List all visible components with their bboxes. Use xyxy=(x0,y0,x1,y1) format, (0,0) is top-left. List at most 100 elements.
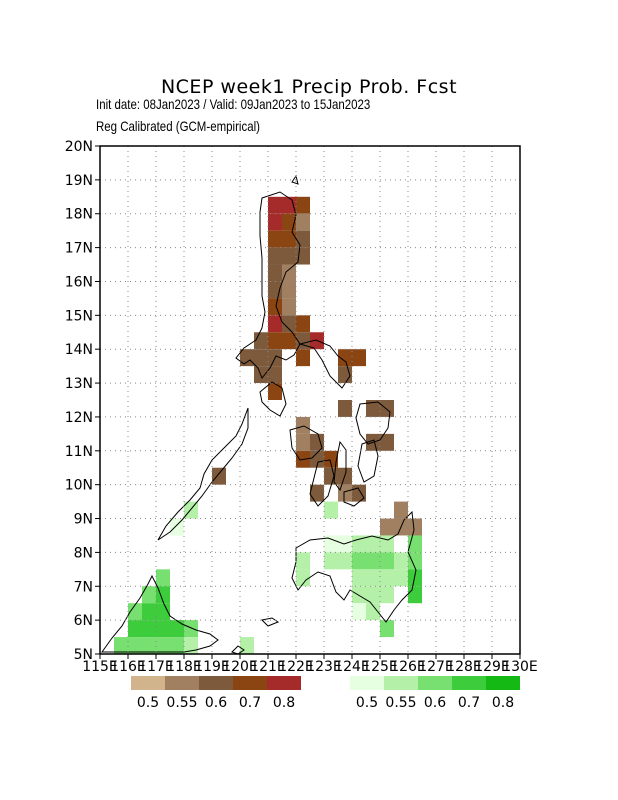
probability-cell xyxy=(338,552,352,570)
lon-tick-label: 115E xyxy=(82,659,118,675)
probability-cell xyxy=(282,315,296,333)
legend-label: 0.7 xyxy=(458,695,480,711)
coastline-mindanao xyxy=(291,510,417,623)
lon-tick-label: 118E xyxy=(166,659,202,675)
grid-lines xyxy=(100,146,520,654)
axis-ticks xyxy=(95,145,521,659)
lat-tick-label: 20N xyxy=(65,139,93,155)
probability-cell xyxy=(142,586,156,604)
legend-swatch xyxy=(452,676,486,690)
coastline-cebu xyxy=(333,440,347,492)
probability-cell xyxy=(142,637,156,654)
legend-swatch xyxy=(350,676,384,690)
legend-label: 0.6 xyxy=(205,695,227,711)
probability-cell xyxy=(324,552,338,570)
lat-tick-label: 8N xyxy=(74,545,93,561)
probability-cell xyxy=(282,213,296,231)
probability-cell xyxy=(156,569,170,587)
lat-tick-label: 10N xyxy=(65,478,93,494)
probability-cell xyxy=(380,518,394,536)
probability-cell xyxy=(394,552,408,570)
probability-cell xyxy=(282,230,296,248)
lon-tick-label: 121E xyxy=(250,659,286,675)
coastline-negros xyxy=(309,459,335,507)
legend-swatch xyxy=(131,676,165,690)
probability-cell xyxy=(282,281,296,299)
probability-cell xyxy=(156,620,170,638)
probability-cell xyxy=(296,315,310,333)
legend-swatch xyxy=(267,676,301,690)
lon-tick-label: 128E xyxy=(446,659,482,675)
legend-label: 0.8 xyxy=(273,695,295,711)
probability-cell xyxy=(324,535,338,553)
probability-cell xyxy=(310,484,324,502)
probability-cell xyxy=(366,586,380,604)
probability-cell xyxy=(170,637,184,654)
probability-cell xyxy=(338,349,352,367)
probability-cell xyxy=(296,230,310,248)
probability-cell xyxy=(268,315,282,333)
lat-tick-label: 9N xyxy=(74,512,93,528)
coastline-mindoro xyxy=(259,381,287,417)
lon-tick-label: 123E xyxy=(306,659,342,675)
probability-cell xyxy=(268,264,282,282)
coastline-samar xyxy=(355,401,391,445)
map-title: NCEP week1 Precip Prob. Fcst xyxy=(160,76,458,98)
lat-tick-label: 18N xyxy=(65,207,93,223)
lon-tick-label: 127E xyxy=(418,659,454,675)
probability-cell xyxy=(324,467,338,485)
probability-cell xyxy=(128,620,142,638)
probability-cell xyxy=(310,433,324,451)
longitude-labels: 115E116E117E118E119E120E121E122E123E124E… xyxy=(82,659,538,675)
subtitle-method: Reg Calibrated (GCM-empirical) xyxy=(96,118,260,134)
lat-tick-label: 13N xyxy=(65,376,93,392)
probability-cell xyxy=(268,366,282,384)
probability-cell xyxy=(352,603,366,621)
coastline-panay xyxy=(289,425,323,461)
probability-cell xyxy=(408,586,422,604)
probability-cell xyxy=(380,433,394,451)
coastline-bohol xyxy=(343,487,365,507)
probability-cell xyxy=(184,620,198,638)
lat-tick-label: 7N xyxy=(74,579,93,595)
probability-cell xyxy=(296,433,310,451)
probability-cell xyxy=(380,586,394,604)
probability-cell xyxy=(324,450,338,468)
probability-cell xyxy=(366,535,380,553)
probability-cell xyxy=(380,552,394,570)
coastlines xyxy=(101,174,417,655)
lon-tick-label: 129E xyxy=(474,659,510,675)
legend-swatch xyxy=(165,676,199,690)
probability-cell xyxy=(380,569,394,587)
probability-cell xyxy=(114,637,128,654)
legend-dry: 0.5 0.55 0.6 0.7 0.8 xyxy=(131,676,301,711)
lat-tick-label: 6N xyxy=(74,613,93,629)
probability-cell xyxy=(310,450,324,468)
lat-tick-label: 15N xyxy=(65,308,93,324)
subtitle-dates: Init date: 08Jan2023 / Valid: 09Jan2023 … xyxy=(96,96,371,112)
lon-tick-label: 120E xyxy=(222,659,258,675)
probability-cell xyxy=(170,518,184,536)
probability-cell xyxy=(380,400,394,417)
probability-cell xyxy=(366,603,380,621)
probability-cell xyxy=(268,298,282,316)
probability-cell xyxy=(268,383,282,400)
lat-tick-label: 17N xyxy=(65,241,93,257)
map-frame xyxy=(99,145,521,655)
legend-swatch xyxy=(199,676,233,690)
probability-cell xyxy=(324,501,338,519)
lat-tick-label: 12N xyxy=(65,410,93,426)
probability-cell xyxy=(352,349,366,367)
probability-cell xyxy=(296,569,310,587)
lon-tick-label: 122E xyxy=(278,659,314,675)
coastline-borneo xyxy=(101,574,219,653)
probability-cell xyxy=(142,620,156,638)
probability-cells xyxy=(114,196,422,654)
lon-tick-label: 119E xyxy=(194,659,230,675)
probability-cell xyxy=(352,552,366,570)
probability-cell xyxy=(268,230,282,248)
probability-cell xyxy=(268,196,282,214)
legend-label: 0.5 xyxy=(356,695,378,711)
coastline-leyte xyxy=(357,439,379,483)
legend-wet: 0.5 0.55 0.6 0.7 0.8 xyxy=(350,676,520,711)
